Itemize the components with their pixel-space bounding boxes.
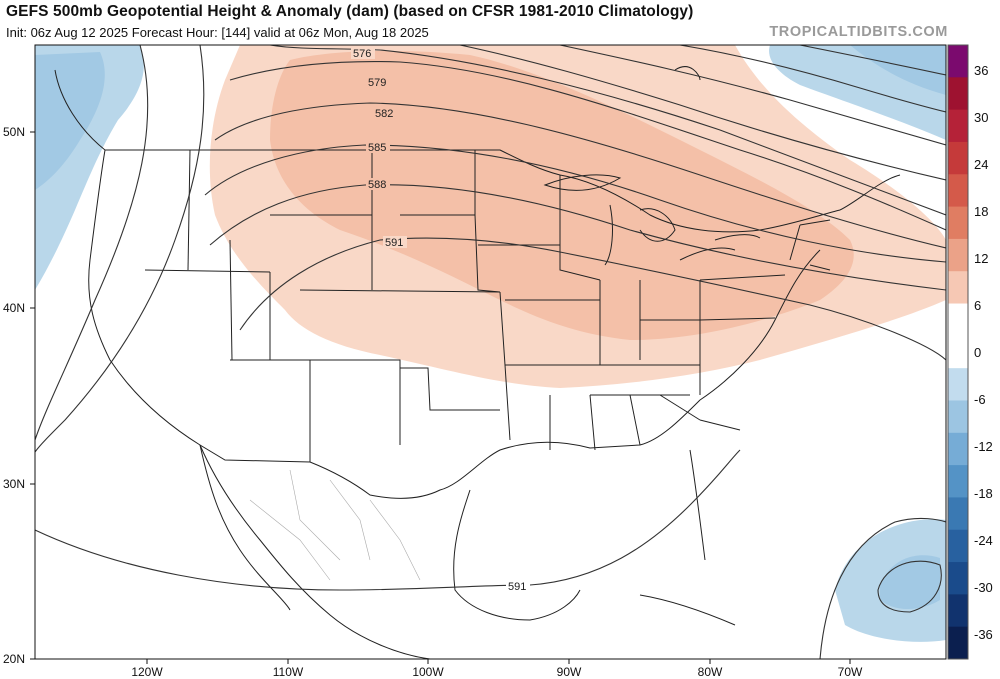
contour-labels: 576 579 582 585 588 591 591 [351, 47, 530, 593]
colorbar-swatch [948, 141, 968, 175]
contour-label-582: 582 [375, 108, 393, 120]
colorbar-swatch [948, 626, 968, 660]
contour-label-576: 576 [353, 48, 371, 60]
map-subtitle: Init: 06z Aug 12 2025 Forecast Hour: [14… [6, 25, 429, 40]
contour-label-588: 588 [368, 179, 386, 191]
coastlines [54, 66, 736, 659]
political-boundaries [88, 149, 901, 499]
colorbar-swatch [948, 562, 968, 595]
negative-anomaly-atlantic-core [880, 555, 940, 609]
colorbar-tick-label: -36 [974, 627, 993, 642]
colorbar-swatch [948, 174, 968, 208]
colorbar-swatch [948, 465, 968, 498]
colorbar-swatch [948, 303, 968, 337]
mexico-state-boundaries [249, 469, 421, 581]
colorbar-swatch [948, 335, 968, 369]
lon-label-90w: 90W [557, 665, 582, 679]
colorbar-tick-label: -6 [974, 392, 986, 407]
colorbar-tick-label: 18 [974, 204, 988, 219]
map-border [34, 44, 947, 660]
map-title: GEFS 500mb Geopotential Height & Anomaly… [6, 3, 694, 20]
anomaly-colorbar [947, 44, 969, 660]
colorbar-swatch [948, 432, 968, 466]
colorbar-swatch [948, 77, 968, 111]
colorbar-border [947, 44, 969, 660]
colorbar-tick-label: 24 [974, 157, 988, 172]
colorbar-swatch [948, 45, 968, 78]
colorbar-tick-label: 12 [974, 251, 988, 266]
lon-label-100w: 100W [412, 665, 444, 679]
colorbar-swatch [948, 400, 968, 434]
contour-label-579: 579 [368, 77, 386, 89]
brand-watermark: TROPICALTIDBITS.COM [769, 24, 948, 40]
colorbar-tick-label: 6 [974, 298, 981, 313]
colorbar-swatch [948, 109, 968, 143]
colorbar-tick-label: 36 [974, 63, 988, 78]
negative-anomaly-pacific-nw-core [35, 52, 105, 190]
lat-label-30n: 30N [3, 477, 25, 491]
negative-anomaly-north-core [850, 45, 946, 95]
colorbar-tick-label: -30 [974, 580, 993, 595]
colorbar-swatch [948, 271, 968, 305]
colorbar-swatch [948, 206, 968, 240]
lat-label-20n: 20N [3, 652, 25, 666]
positive-anomaly-core [270, 50, 854, 340]
lat-label-40n: 40N [3, 301, 25, 315]
colorbar-swatch [948, 529, 968, 563]
colorbar-swatch [948, 497, 968, 531]
longitude-axis: 120W 110W 100W 90W 80W 70W [131, 659, 863, 679]
colorbar-labels: 36 30 24 18 12 6 0 -6 -12 -18 -24 -30 -36 [974, 63, 993, 642]
contour-label-591-north: 591 [385, 237, 403, 249]
colorbar-tick-label: -18 [974, 486, 993, 501]
colorbar-swatch [948, 238, 968, 272]
contour-label-585: 585 [368, 142, 386, 154]
colorbar-tick-label: -24 [974, 533, 993, 548]
height-contours [35, 45, 946, 659]
map-plot-area: 576 579 582 585 588 591 591 [35, 45, 946, 659]
lat-label-50n: 50N [3, 125, 25, 139]
colorbar-tick-label: 30 [974, 110, 988, 125]
lon-label-120w: 120W [131, 665, 163, 679]
great-lakes [543, 174, 761, 266]
contour-label-591-south: 591 [508, 581, 526, 593]
lon-label-110w: 110W [273, 665, 304, 679]
colorbar-swatch [948, 594, 968, 628]
colorbar-swatch [948, 368, 968, 401]
colorbar-tick-label: -12 [974, 439, 993, 454]
lon-label-70w: 70W [838, 665, 863, 679]
latitude-axis: 50N 40N 30N 20N [3, 125, 35, 666]
lon-label-80w: 80W [698, 665, 723, 679]
colorbar-tick-label: 0 [974, 345, 981, 360]
